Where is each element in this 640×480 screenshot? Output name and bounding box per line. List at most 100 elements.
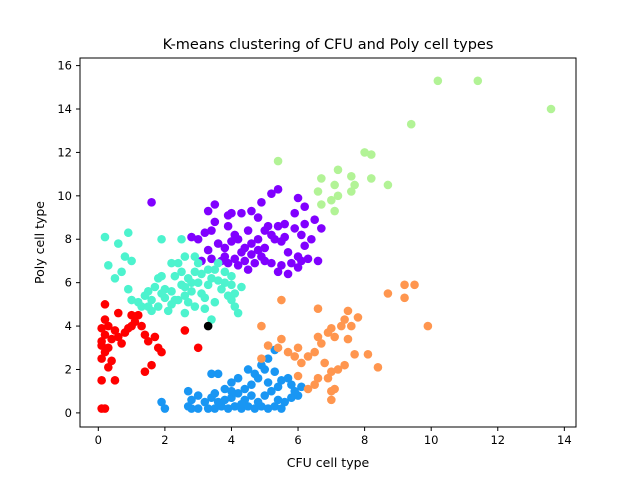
- data-point: [290, 208, 300, 218]
- data-point: [293, 371, 303, 381]
- data-point: [193, 343, 203, 353]
- data-point: [233, 260, 243, 270]
- data-point: [127, 256, 136, 266]
- data-point: [400, 293, 409, 303]
- data-point: [223, 221, 233, 231]
- data-point: [237, 247, 246, 257]
- data-point: [203, 321, 213, 331]
- data-point: [110, 376, 120, 385]
- data-point: [163, 306, 173, 316]
- data-point: [207, 254, 216, 264]
- data-point: [147, 360, 156, 370]
- data-point: [317, 339, 326, 348]
- data-point: [137, 302, 146, 311]
- data-point: [307, 234, 316, 244]
- data-point: [330, 384, 339, 394]
- data-point: [253, 245, 263, 255]
- data-point: [283, 373, 293, 383]
- data-point: [157, 347, 166, 357]
- data-point: [107, 334, 116, 344]
- data-point: [213, 397, 223, 407]
- data-point: [277, 404, 286, 413]
- data-point: [140, 330, 150, 340]
- data-point: [270, 367, 280, 376]
- data-point: [270, 234, 280, 244]
- data-point: [347, 321, 356, 331]
- data-point: [270, 402, 280, 411]
- data-point: [317, 224, 326, 233]
- data-point: [283, 247, 293, 257]
- data-point: [293, 193, 303, 203]
- data-point: [207, 369, 216, 379]
- data-point: [333, 365, 343, 374]
- data-point: [273, 395, 283, 405]
- data-point: [303, 352, 313, 361]
- data-point: [233, 389, 243, 398]
- data-point: [213, 276, 223, 285]
- data-point: [230, 302, 240, 311]
- data-point: [273, 382, 283, 392]
- data-point: [230, 402, 240, 411]
- data-point: [203, 404, 213, 413]
- data-point: [230, 254, 240, 264]
- y-tick-label: 0: [65, 406, 72, 420]
- data-point: [210, 297, 220, 307]
- data-point: [203, 265, 213, 274]
- data-point: [263, 404, 273, 413]
- data-point: [200, 293, 210, 303]
- y-tick-label: 14: [57, 102, 72, 116]
- data-point: [317, 174, 326, 183]
- data-point: [260, 391, 270, 400]
- data-point: [330, 332, 339, 342]
- data-point: [180, 252, 190, 261]
- data-point: [147, 295, 156, 305]
- data-point: [303, 254, 313, 264]
- data-point: [207, 315, 216, 324]
- x-tick-label: 0: [95, 433, 102, 447]
- data-point: [190, 302, 200, 311]
- data-point: [243, 402, 253, 411]
- data-point: [157, 234, 166, 244]
- data-point: [133, 310, 143, 320]
- data-point: [167, 258, 176, 268]
- data-point: [280, 232, 290, 242]
- data-point: [113, 332, 123, 342]
- data-point: [243, 226, 253, 235]
- data-point: [180, 326, 190, 335]
- data-point: [153, 302, 163, 311]
- data-point: [323, 373, 333, 383]
- data-point: [406, 119, 416, 129]
- data-point: [170, 295, 180, 305]
- x-tick-label: 4: [228, 433, 235, 447]
- data-point: [287, 258, 296, 268]
- data-point: [157, 289, 166, 298]
- data-point: [213, 258, 223, 268]
- data-point: [360, 148, 369, 157]
- data-point: [177, 267, 186, 277]
- data-point: [227, 237, 236, 246]
- data-point: [193, 404, 203, 413]
- data-point: [220, 243, 230, 253]
- plot-frame: [79, 57, 577, 428]
- data-point: [177, 234, 186, 244]
- data-point: [227, 393, 236, 403]
- data-point: [263, 341, 273, 350]
- data-point: [340, 360, 349, 370]
- data-point: [123, 284, 133, 294]
- data-point: [297, 382, 306, 392]
- chart-title: K-means clustering of CFU and Poly cell …: [163, 37, 494, 53]
- x-axis-label: CFU cell type: [287, 455, 370, 470]
- data-point: [343, 334, 353, 344]
- data-point: [140, 291, 150, 300]
- data-point: [250, 258, 260, 268]
- data-point: [203, 206, 213, 216]
- data-point: [273, 185, 283, 194]
- data-point: [353, 313, 363, 322]
- data-point: [237, 208, 246, 218]
- data-point: [107, 356, 116, 366]
- data-point: [333, 165, 343, 175]
- x-tick-label: 12: [490, 433, 505, 447]
- data-point: [100, 300, 110, 309]
- data-point: [200, 397, 210, 407]
- data-point: [247, 250, 256, 259]
